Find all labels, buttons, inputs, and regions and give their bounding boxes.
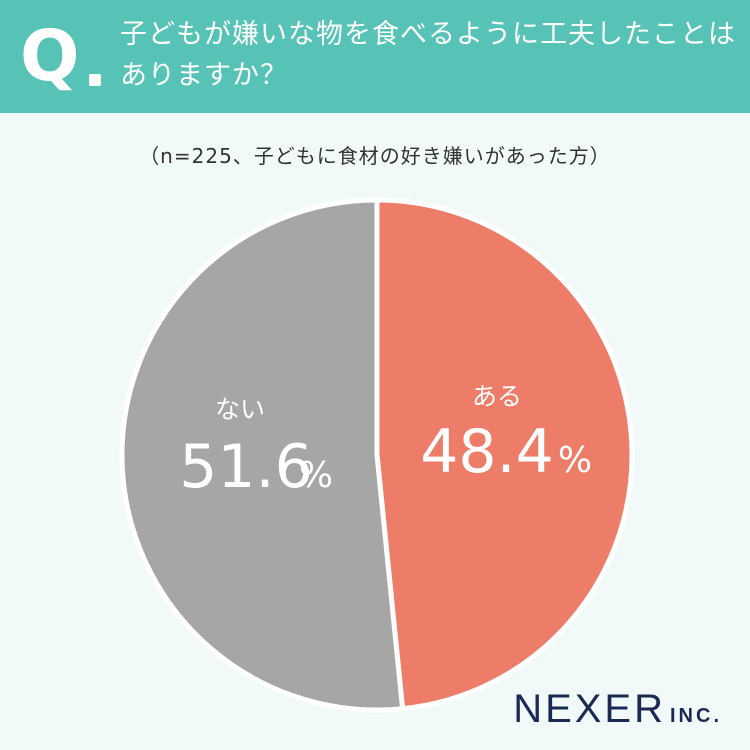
brand-name: NEXER [513,687,666,731]
q-dot [89,74,101,86]
question-text: 子どもが嫌いな物を食べるように工夫したことはありますか？ [120,19,736,91]
sample-note: （n=225、子どもに食材の好き嫌いがあった方） [139,144,611,168]
question-header: Q 子どもが嫌いな物を食べるように工夫したことはありますか？ [0,0,750,113]
slice-label-2: ない [215,395,265,424]
slice-value-1: 48.4 [420,417,554,487]
slice-unit-2: % [299,455,333,496]
brand-suffix: INC. [670,705,722,727]
slice-label-1: ある [472,382,522,411]
q-mark: Q [20,15,80,97]
pie-slice-1 [374,197,635,712]
pie-slice-2 [119,197,406,713]
slice-unit-1: % [558,440,592,481]
slice-value-2: 51.6 [179,432,313,502]
brand-logo: NEXER INC. [513,687,722,732]
